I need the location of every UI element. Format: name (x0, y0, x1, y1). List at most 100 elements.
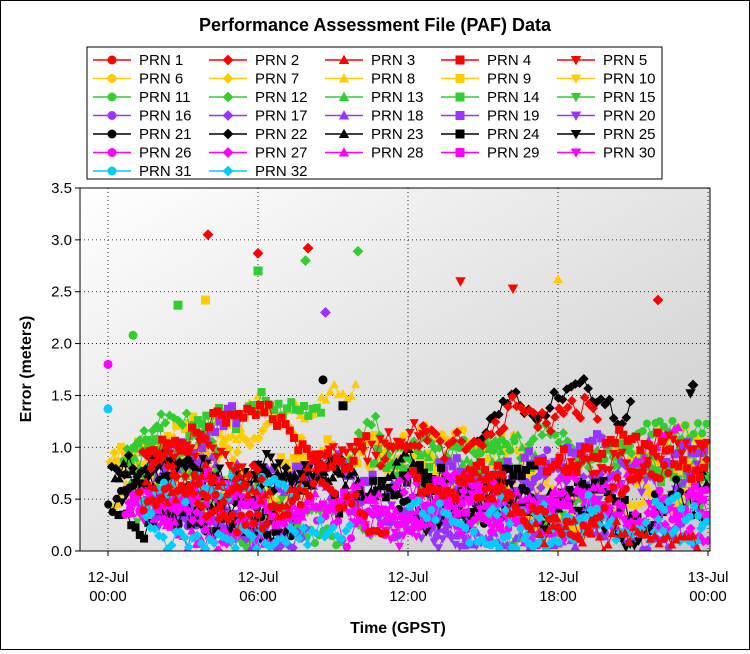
data-point (245, 510, 254, 519)
data-point (579, 373, 589, 384)
data-point (557, 394, 568, 405)
data-point (219, 442, 228, 451)
data-point (606, 435, 615, 444)
data-point (432, 476, 441, 485)
data-point (411, 532, 422, 542)
data-point (328, 443, 339, 452)
y-tick-label: 3.5 (51, 180, 72, 197)
data-point (137, 446, 148, 457)
data-point (207, 452, 217, 461)
data-point (653, 514, 664, 525)
data-point (448, 436, 458, 446)
data-point (249, 400, 258, 409)
data-point (526, 461, 535, 470)
data-point (484, 481, 494, 490)
data-point (387, 470, 397, 480)
data-point (205, 509, 216, 519)
legend-marker (107, 166, 117, 176)
data-point (641, 530, 651, 539)
data-point (414, 496, 423, 505)
data-point (431, 429, 441, 439)
data-point (127, 521, 136, 530)
legend-marker (222, 165, 234, 177)
data-point (230, 543, 241, 551)
data-point (396, 438, 407, 448)
legend-item: PRN 22 (209, 126, 308, 143)
legend-item: PRN 27 (209, 145, 308, 162)
data-point (551, 498, 560, 507)
legend-label: PRN 28 (371, 145, 424, 162)
data-point (702, 438, 710, 448)
data-point (321, 395, 331, 404)
data-point (619, 516, 629, 525)
legend-item: PRN 12 (209, 89, 308, 106)
data-point (189, 412, 198, 421)
data-point (228, 402, 237, 411)
data-point (597, 434, 606, 443)
data-point (273, 534, 283, 545)
data-point (613, 452, 623, 461)
data-point (586, 529, 596, 538)
data-point (573, 530, 583, 539)
data-point (522, 465, 531, 474)
data-point (655, 417, 664, 426)
data-point (239, 413, 248, 422)
data-point (564, 501, 573, 510)
data-point (424, 473, 433, 482)
data-point (205, 534, 215, 544)
data-point (151, 435, 160, 444)
legend-label: PRN 31 (139, 163, 192, 180)
data-point (289, 453, 298, 462)
data-point (292, 492, 301, 501)
legend-marker (570, 92, 582, 103)
data-point (687, 448, 696, 457)
data-point (702, 419, 710, 428)
data-point (272, 468, 283, 477)
data-point (268, 486, 278, 497)
x-tick-label: 12-Jul (88, 569, 129, 586)
data-point (281, 459, 290, 468)
data-point (431, 516, 440, 525)
data-point (500, 464, 509, 473)
data-point (550, 412, 560, 422)
peak-point (201, 295, 210, 305)
data-point (276, 517, 285, 526)
data-point (241, 434, 251, 445)
data-point (488, 494, 498, 503)
data-point (260, 538, 270, 548)
data-point (127, 466, 137, 475)
legend-item: PRN 28 (325, 145, 424, 162)
data-point (158, 492, 168, 501)
data-point (149, 483, 160, 492)
data-point (627, 435, 636, 444)
data-point (315, 450, 324, 459)
data-point (458, 488, 468, 498)
x-tick-label: 06:00 (239, 588, 277, 605)
legend-marker (107, 148, 117, 157)
data-point (396, 454, 406, 463)
data-point (130, 453, 140, 462)
data-point (596, 512, 605, 521)
legend-label: PRN 1 (139, 52, 183, 69)
data-point (573, 478, 582, 487)
data-point (394, 489, 403, 498)
data-point (485, 532, 495, 541)
data-point (304, 411, 313, 420)
data-point (248, 460, 258, 471)
data-point (537, 466, 546, 475)
data-point (480, 475, 490, 484)
data-point (408, 451, 417, 460)
data-point (115, 445, 125, 455)
data-point (327, 503, 336, 512)
data-point (310, 539, 319, 548)
data-point (267, 512, 276, 521)
series-prn-4 (145, 400, 709, 503)
data-point (232, 419, 241, 428)
data-point (545, 403, 555, 413)
data-point (435, 436, 445, 446)
data-point (691, 448, 700, 457)
data-point (382, 464, 391, 473)
data-point (247, 407, 256, 416)
data-point (169, 453, 179, 463)
data-point (677, 424, 686, 433)
